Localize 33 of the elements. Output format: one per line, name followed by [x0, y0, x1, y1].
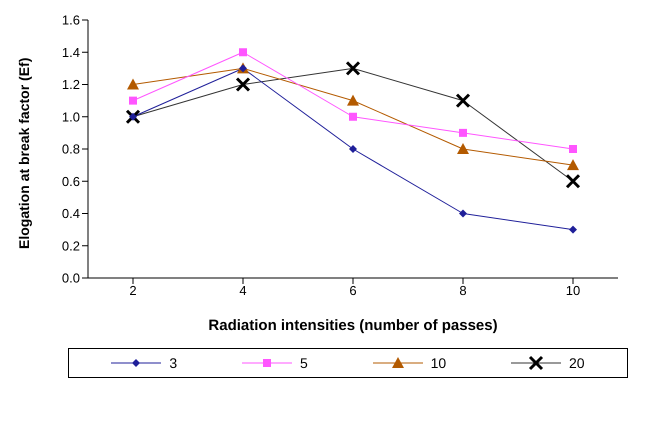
- point: [569, 226, 577, 234]
- x-tick-label: 8: [459, 283, 467, 298]
- point: [457, 143, 469, 154]
- x-tick-label: 2: [129, 283, 137, 298]
- x-tick-label: 6: [349, 283, 357, 298]
- y-tick-label: 0.8: [62, 142, 80, 157]
- point: [349, 145, 357, 153]
- point: [127, 78, 139, 90]
- x-tick-label: 10: [566, 283, 580, 298]
- legend-label: 3: [169, 355, 178, 371]
- y-tick-label: 1.2: [62, 77, 80, 92]
- point: [239, 48, 247, 56]
- point: [129, 96, 137, 105]
- point: [349, 112, 357, 121]
- point: [569, 145, 577, 153]
- y-tick-label: 1.6: [62, 12, 80, 28]
- point: [129, 112, 137, 121]
- legend-label: 5: [300, 355, 308, 371]
- point: [347, 94, 359, 106]
- y-tick-label: 1.4: [62, 44, 80, 60]
- point: [459, 128, 467, 137]
- y-tick-label: 0.0: [62, 270, 80, 286]
- point: [567, 159, 579, 170]
- y-axis-title: Elogation at break factor (Ef): [16, 58, 32, 249]
- y-tick-label: 1.0: [62, 109, 80, 124]
- legend-label: 10: [430, 355, 446, 371]
- legend-label: 20: [569, 355, 585, 371]
- y-tick-label: 0.6: [62, 174, 80, 189]
- y-tick-label: 0.4: [62, 206, 80, 222]
- x-axis-title: Radiation intensities (number of passes): [208, 317, 498, 334]
- y-tick-label: 0.2: [62, 238, 80, 254]
- point: [459, 210, 467, 218]
- x-tick-label: 4: [239, 283, 247, 298]
